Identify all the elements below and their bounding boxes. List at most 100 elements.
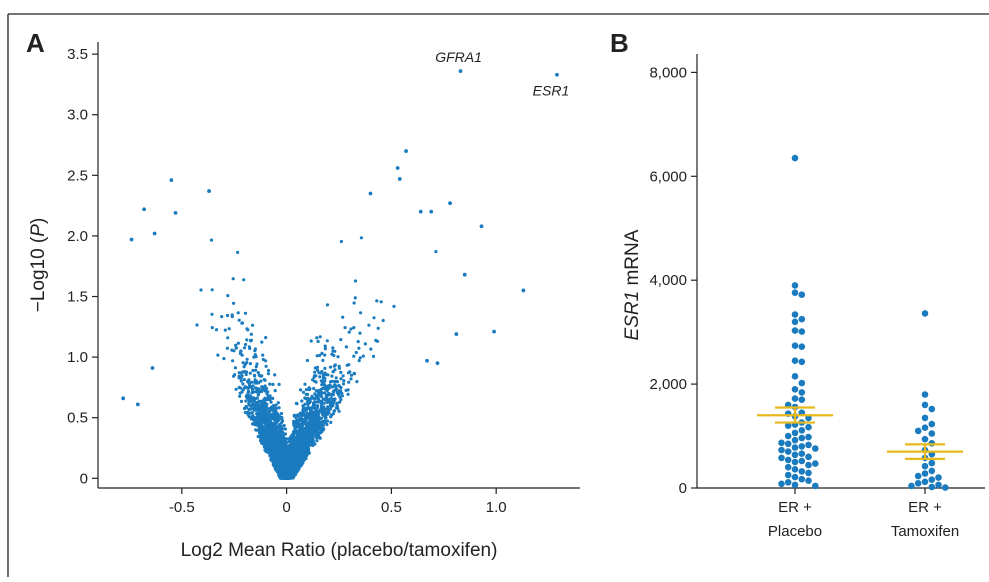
volcano-point bbox=[293, 427, 296, 430]
volcano-point bbox=[329, 415, 332, 418]
volcano-point bbox=[372, 355, 375, 358]
volcano-point bbox=[313, 397, 316, 400]
volcano-point bbox=[241, 370, 244, 373]
volcano-point bbox=[232, 349, 235, 352]
volcano-point bbox=[249, 408, 252, 411]
volcano-point bbox=[239, 387, 242, 390]
volcano-point bbox=[255, 420, 258, 423]
volcano-point bbox=[330, 375, 333, 378]
volcano-point bbox=[295, 402, 298, 405]
volcano-point bbox=[254, 428, 257, 431]
volcano-point bbox=[313, 392, 316, 395]
volcano-point bbox=[268, 383, 271, 386]
volcano-point bbox=[316, 366, 319, 369]
volcano-point bbox=[210, 239, 213, 242]
volcano-point bbox=[261, 410, 264, 413]
volcano-point bbox=[333, 368, 336, 371]
volcano-point bbox=[247, 402, 250, 405]
volcano-point bbox=[265, 408, 268, 411]
volcano-point bbox=[260, 390, 263, 393]
volcano-point bbox=[302, 391, 305, 394]
volcano-point bbox=[246, 358, 249, 361]
volcano-point bbox=[372, 316, 375, 319]
volcano-point bbox=[289, 457, 292, 460]
volcano-point bbox=[335, 376, 338, 379]
volcano-point bbox=[342, 374, 345, 377]
volcano-point bbox=[333, 383, 336, 386]
volcano-point bbox=[270, 401, 273, 404]
volcano-point bbox=[264, 450, 267, 453]
panel-b-letter: B bbox=[610, 28, 629, 58]
volcano-point bbox=[267, 412, 270, 415]
volcano-point bbox=[259, 436, 262, 439]
volcano-point bbox=[325, 423, 328, 426]
volcano-point bbox=[339, 377, 342, 380]
volcano-point bbox=[320, 379, 323, 382]
volcano-point bbox=[310, 395, 313, 398]
volcano-point bbox=[318, 436, 321, 439]
volcano-point bbox=[228, 327, 231, 330]
volcano-point bbox=[255, 380, 258, 383]
volcano-point bbox=[249, 362, 252, 365]
volcano-point bbox=[354, 279, 357, 282]
volcano-point bbox=[318, 375, 321, 378]
volcano-point bbox=[302, 429, 305, 432]
volcano-point bbox=[261, 405, 264, 408]
volcano-point bbox=[309, 411, 312, 414]
volcano-point bbox=[210, 313, 213, 316]
volcano-point bbox=[392, 305, 395, 308]
volcano-point bbox=[331, 346, 334, 349]
volcano-point bbox=[278, 406, 281, 409]
volcano-point bbox=[312, 387, 315, 390]
volcano-point bbox=[243, 378, 246, 381]
volcano-point bbox=[260, 341, 263, 344]
volcano-point bbox=[260, 402, 263, 405]
volcano-point bbox=[256, 424, 259, 427]
volcano-point bbox=[238, 395, 241, 398]
volcano-point bbox=[315, 380, 318, 383]
volcano-point bbox=[342, 382, 345, 385]
volcano-point bbox=[340, 240, 343, 243]
volcano-point bbox=[352, 326, 355, 329]
volcano-point bbox=[335, 406, 338, 409]
volcano-point bbox=[349, 327, 352, 330]
volcano-point bbox=[265, 365, 268, 368]
volcano-point bbox=[336, 355, 339, 358]
volcano-point bbox=[226, 347, 229, 350]
volcano-point bbox=[324, 345, 327, 348]
volcano-point bbox=[349, 377, 352, 380]
volcano-point bbox=[315, 336, 318, 339]
volcano-point bbox=[382, 319, 385, 322]
volcano-point bbox=[267, 372, 270, 375]
volcano-point bbox=[234, 366, 237, 369]
volcano-point bbox=[304, 397, 307, 400]
volcano-point bbox=[264, 412, 267, 415]
volcano-point bbox=[262, 358, 265, 361]
volcano-point bbox=[269, 419, 272, 422]
volcano-point bbox=[324, 385, 327, 388]
volcano-point bbox=[237, 342, 240, 345]
volcano-point bbox=[302, 407, 305, 410]
volcano-point bbox=[250, 415, 253, 418]
volcano-point bbox=[362, 355, 365, 358]
volcano-point bbox=[357, 347, 360, 350]
volcano-point bbox=[357, 340, 360, 343]
volcano-point bbox=[263, 397, 266, 400]
volcano-point bbox=[256, 408, 259, 411]
volcano-point bbox=[257, 415, 260, 418]
volcano-point bbox=[263, 378, 266, 381]
volcano-point bbox=[246, 411, 249, 414]
volcano-point bbox=[330, 405, 333, 408]
volcano-point bbox=[258, 400, 261, 403]
volcano-point bbox=[318, 410, 321, 413]
volcano-point bbox=[305, 393, 308, 396]
volcano-point bbox=[255, 362, 258, 365]
volcano-point bbox=[259, 380, 262, 383]
volcano-point bbox=[380, 300, 383, 303]
volcano-point bbox=[330, 353, 333, 356]
volcano-point bbox=[367, 324, 370, 327]
volcano-point bbox=[336, 380, 339, 383]
volcano-point bbox=[311, 422, 314, 425]
volcano-point bbox=[327, 400, 330, 403]
